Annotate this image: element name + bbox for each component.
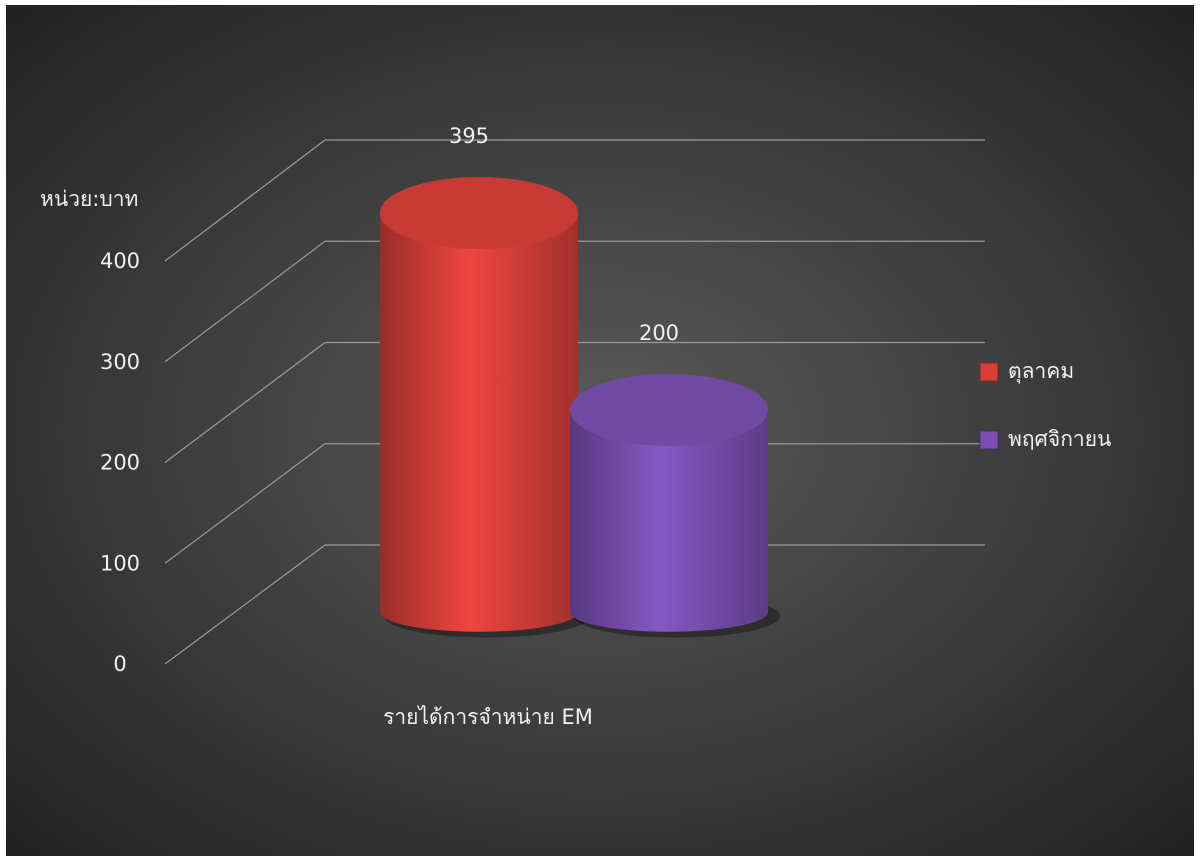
legend-label: ตุลาคม <box>1008 359 1074 384</box>
bar <box>570 410 768 632</box>
x-tick-label: รายได้การจำหน่าย EM <box>383 705 593 729</box>
y-tick-label: 300 <box>100 350 140 374</box>
y-tick-label: 100 <box>100 551 140 575</box>
bar <box>380 213 578 632</box>
bar-top <box>380 177 578 250</box>
y-axis-label: หน่วย:บาท <box>40 187 138 211</box>
y-tick-label: 0 <box>113 652 126 676</box>
data-label: 395 <box>449 124 489 148</box>
data-label: 200 <box>639 321 679 345</box>
legend-swatch <box>979 430 999 450</box>
legend-label: พฤศจิกายน <box>1008 427 1111 451</box>
grid-line-side <box>164 240 326 363</box>
grid-line-side <box>164 544 326 665</box>
grid-line-side <box>164 443 326 564</box>
grid-line-side <box>164 342 326 463</box>
bar-top <box>570 374 768 446</box>
grid-line-side <box>164 139 326 262</box>
y-tick-label: 200 <box>100 451 140 475</box>
y-tick-label: 400 <box>100 249 140 273</box>
legend-swatch <box>979 362 999 382</box>
